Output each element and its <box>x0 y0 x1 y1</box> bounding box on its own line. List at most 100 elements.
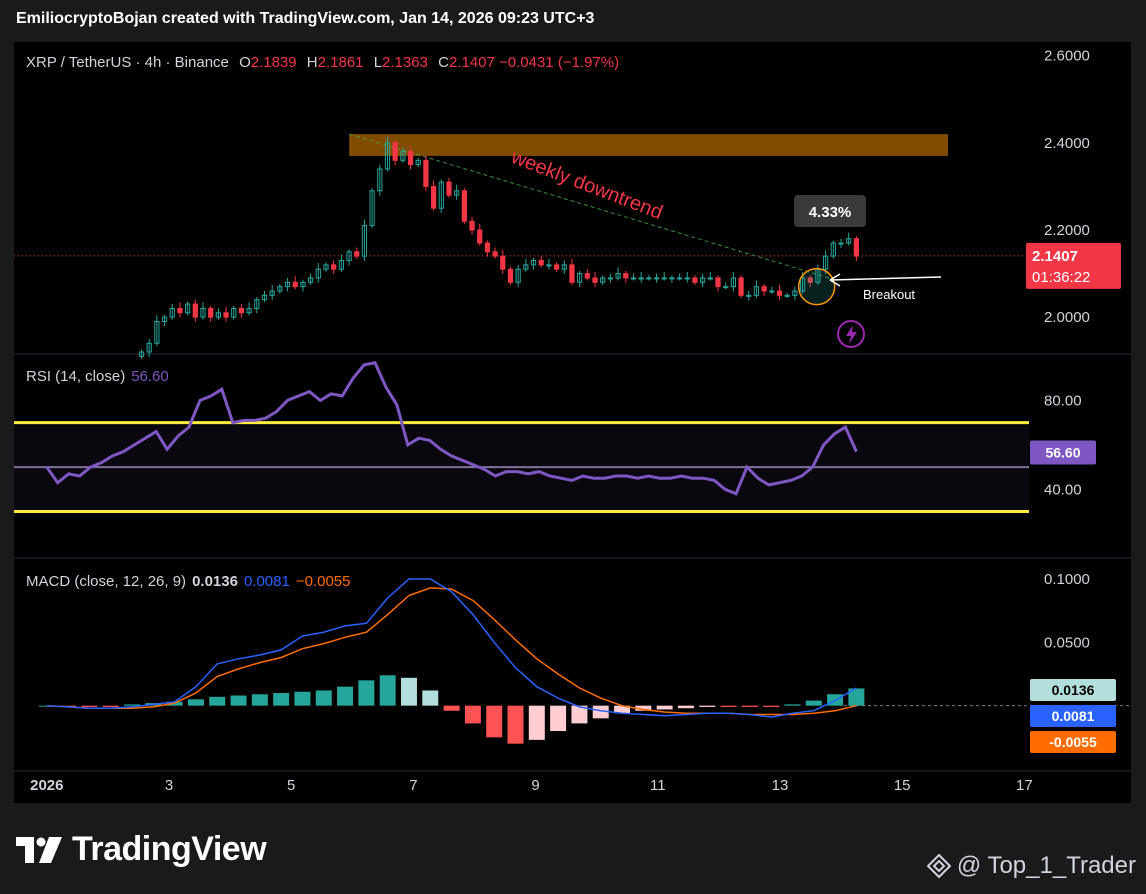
close-value: 2.1407 <box>448 54 495 71</box>
macd-histogram-bar <box>294 691 311 706</box>
lightning-icon[interactable] <box>837 320 865 348</box>
price-tick-label: 2.6000 <box>1044 48 1090 65</box>
candle-body <box>254 299 260 309</box>
tradingview-logo[interactable]: TradingView <box>16 830 267 869</box>
macd-line-value: 0.0081 <box>243 573 290 590</box>
macd-signal-value: −0.0055 <box>295 573 351 590</box>
candle-body <box>769 290 775 293</box>
candle-body <box>792 290 798 296</box>
candle-body <box>799 277 806 292</box>
rsi-badge-bg <box>1030 440 1096 465</box>
macd-histogram-bar <box>422 690 439 706</box>
candle-body <box>277 286 283 292</box>
candle-body <box>630 277 637 280</box>
candle-body <box>561 264 567 270</box>
candle-body <box>661 277 667 280</box>
macd-histogram-bar <box>464 705 481 724</box>
candle-body <box>284 281 291 288</box>
candle-body <box>646 277 652 280</box>
macd-signal-line <box>46 587 857 716</box>
macd-histogram-bar <box>571 705 588 724</box>
candle-body <box>446 181 452 196</box>
candle-body <box>823 255 829 270</box>
candle-body <box>638 277 644 280</box>
resistance-zone <box>349 134 949 156</box>
macd-histogram-bar <box>209 696 226 706</box>
candle-body <box>331 264 337 270</box>
macd-pane: 0.1000 0.0500 0.0136 0.0081 -0.0055 <box>38 571 1131 753</box>
candle-body <box>569 264 575 283</box>
rsi-label[interactable]: RSI (14, close) <box>26 368 126 385</box>
candle-body <box>746 294 752 297</box>
candle-body <box>492 251 498 257</box>
candle-body <box>546 264 552 267</box>
macd-hist-badge-bg <box>1030 679 1116 701</box>
macd-histogram-bar <box>550 705 567 731</box>
macd-histogram-bar <box>102 705 119 707</box>
chart-canvas[interactable]: 2.6000 2.4000 2.2000 2.0000 2.1407 01:36:22 8… <box>14 42 1131 803</box>
candle-body <box>346 251 352 262</box>
rsi-line <box>45 360 858 496</box>
price-badge-value: 2.1407 <box>1032 248 1078 265</box>
candle-body <box>292 281 298 288</box>
breakout-circle <box>797 267 836 306</box>
candle-body <box>323 264 329 270</box>
time-axis: 2026 3 5 7 9 11 13 15 17 <box>30 777 1033 794</box>
annotations: weekly downtrend Breakout 4.33% <box>507 146 942 348</box>
symbol-label[interactable]: XRP / TetherUS · 4h · Binance <box>26 54 229 71</box>
candle-body <box>161 316 168 322</box>
time-tick-label: 3 <box>165 777 173 794</box>
open-value: 2.1839 <box>250 54 297 71</box>
macd-histogram-bar <box>507 705 524 744</box>
candle-body <box>507 268 514 283</box>
candle-body <box>246 307 252 314</box>
candle-body <box>354 251 360 257</box>
author-handle: @ Top_1_Trader <box>956 852 1136 879</box>
breakout-label: Breakout <box>863 287 915 302</box>
change-value: −0.0431 (−1.97%) <box>499 54 620 71</box>
rsi-legend: RSI (14, close) 56.60 <box>26 368 169 385</box>
candle-body <box>853 238 859 257</box>
macd-histogram-bar <box>81 705 98 707</box>
time-tick-label: 13 <box>772 777 789 794</box>
candle-body <box>592 277 598 283</box>
time-tick-label: 11 <box>650 777 666 794</box>
candle-body <box>469 220 475 231</box>
candle-body <box>192 303 198 318</box>
candle-body <box>623 273 629 279</box>
candle-body <box>684 277 690 280</box>
open-label: O <box>239 54 251 71</box>
candle-body <box>846 238 852 244</box>
macd-histogram-bar <box>400 677 417 706</box>
candle-body <box>753 286 760 296</box>
diamond-icon <box>926 854 951 878</box>
macd-histogram-bar <box>315 690 332 706</box>
macd-hist-value: 0.0136 <box>192 573 238 590</box>
macd-signal-badge: -0.0055 <box>1049 734 1097 750</box>
macd-histogram-bar <box>230 695 247 706</box>
candle-body <box>676 277 683 280</box>
macd-hist-badge: 0.0136 <box>1052 682 1095 698</box>
macd-histogram-bar <box>763 705 780 707</box>
candle-body <box>200 307 206 318</box>
close-label: C <box>438 54 449 71</box>
candle-body <box>308 277 314 283</box>
author-watermark: @ Top_1_Trader <box>926 852 1136 880</box>
macd-histogram-bar <box>187 699 204 706</box>
candle-body <box>607 277 614 280</box>
macd-line <box>46 578 857 718</box>
candle-body <box>315 268 321 279</box>
macd-label[interactable]: MACD (close, 12, 26, 9) <box>26 573 187 590</box>
candle-body <box>515 268 521 283</box>
candle-body <box>477 229 483 244</box>
candle-body <box>269 290 275 296</box>
rsi-tick-label: 80.00 <box>1044 392 1082 409</box>
candle-body <box>530 260 537 266</box>
macd-histogram-bar <box>720 705 737 707</box>
candle-body <box>231 307 237 318</box>
candle-body <box>208 307 214 318</box>
macd-line-badge-bg <box>1030 705 1116 727</box>
candle-body <box>715 277 721 288</box>
macd-legend: MACD (close, 12, 26, 9) 0.0136 0.0081 −0.00… <box>26 573 350 590</box>
macd-histogram-bar <box>677 705 694 709</box>
